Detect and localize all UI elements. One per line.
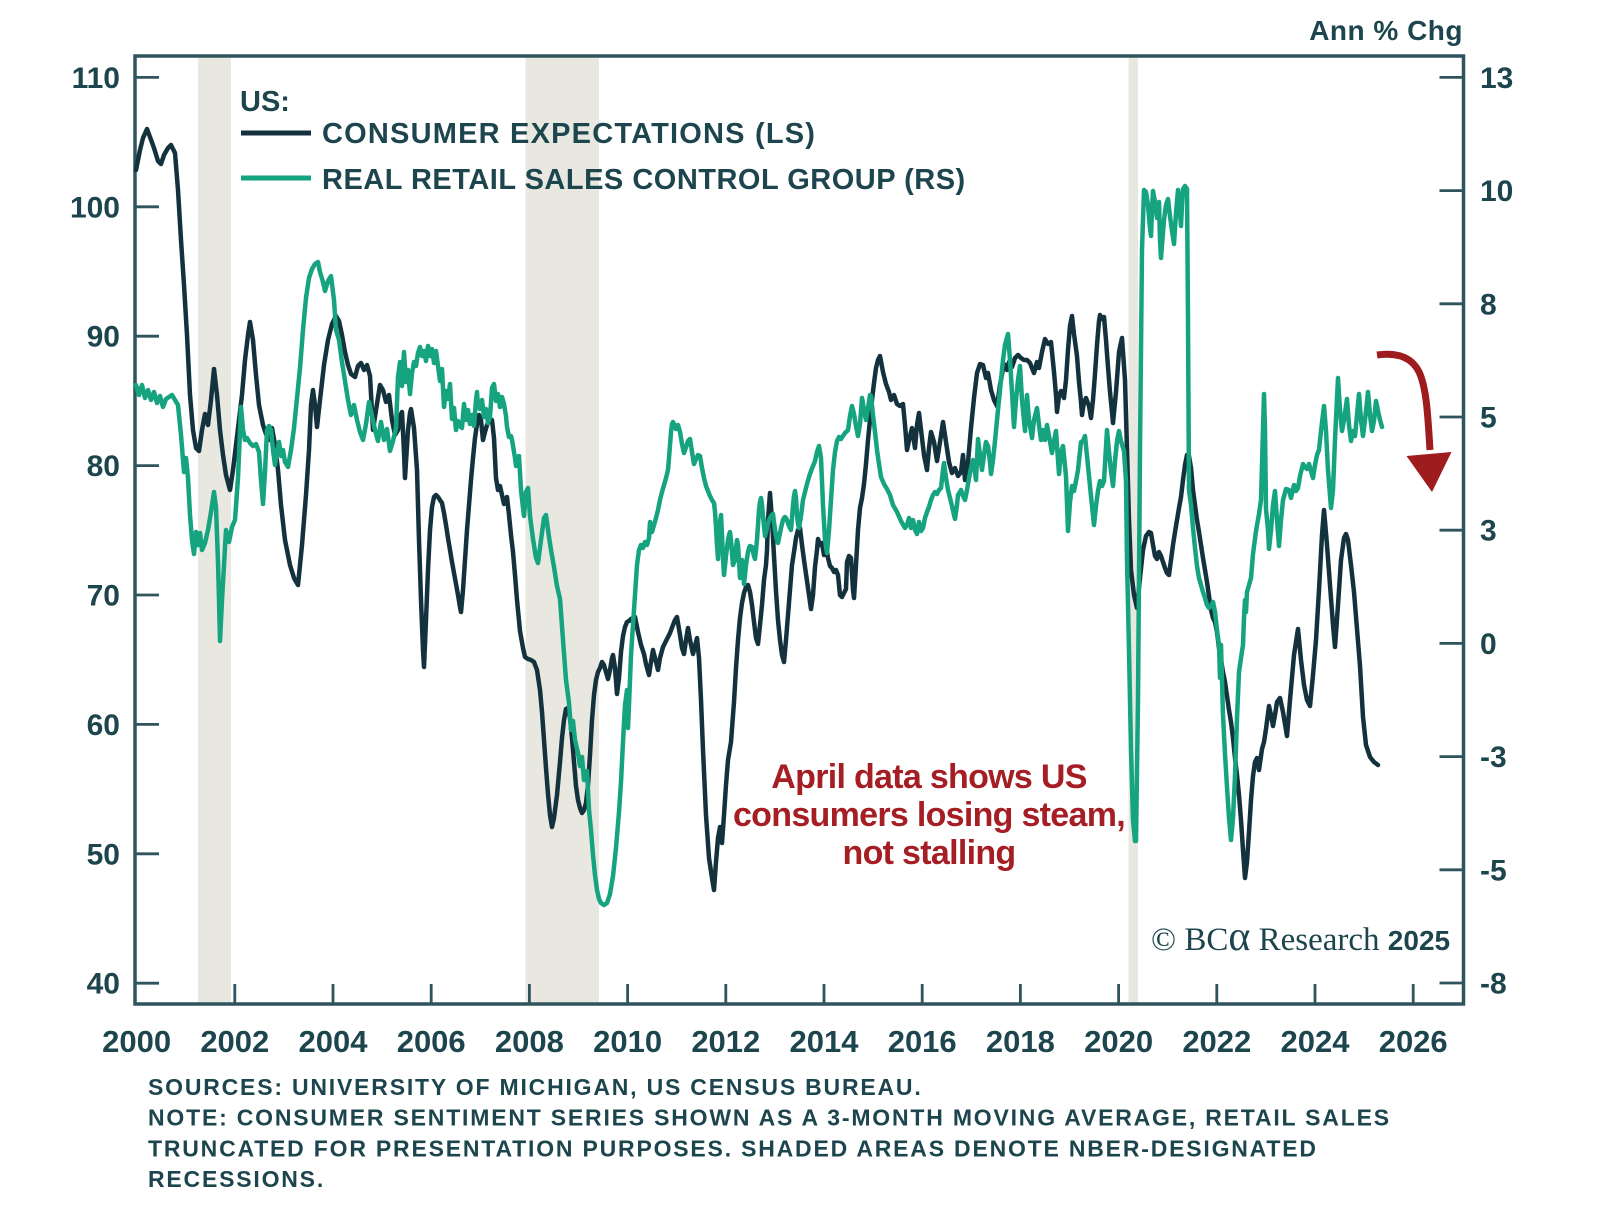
svg-text:13: 13 (1480, 62, 1513, 95)
svg-text:2006: 2006 (397, 1024, 466, 1059)
svg-text:8: 8 (1480, 288, 1497, 321)
svg-text:2016: 2016 (888, 1024, 957, 1059)
svg-text:April data shows US: April data shows US (771, 758, 1086, 796)
svg-text:2002: 2002 (200, 1024, 269, 1059)
svg-text:REAL RETAIL SALES CONTROL GROU: REAL RETAIL SALES CONTROL GROUP (RS) (322, 164, 966, 196)
svg-text:80: 80 (87, 450, 120, 483)
svg-text:2026: 2026 (1379, 1024, 1448, 1059)
svg-text:not stalling: not stalling (843, 834, 1016, 872)
svg-text:2000: 2000 (102, 1024, 171, 1059)
svg-text:US:: US: (240, 86, 290, 118)
svg-text:2024: 2024 (1281, 1024, 1351, 1059)
svg-text:-3: -3 (1480, 741, 1507, 774)
svg-text:2020: 2020 (1084, 1024, 1153, 1059)
svg-text:10: 10 (1480, 175, 1513, 208)
svg-text:Ann % Chg: Ann % Chg (1309, 15, 1463, 46)
svg-text:SOURCES: UNIVERSITY OF MICHIGA: SOURCES: UNIVERSITY OF MICHIGAN, US CENS… (148, 1074, 923, 1100)
svg-text:CONSUMER EXPECTATIONS (LS): CONSUMER EXPECTATIONS (LS) (322, 118, 816, 150)
svg-text:5: 5 (1480, 402, 1497, 435)
svg-text:70: 70 (87, 580, 120, 613)
svg-text:60: 60 (87, 709, 120, 742)
svg-text:3: 3 (1480, 515, 1497, 548)
svg-text:110: 110 (72, 62, 120, 95)
svg-text:consumers losing steam,: consumers losing steam, (733, 796, 1125, 834)
svg-text:40: 40 (87, 968, 120, 1001)
svg-text:2004: 2004 (299, 1024, 369, 1059)
svg-text:2014: 2014 (790, 1024, 860, 1059)
svg-text:50: 50 (87, 838, 120, 871)
svg-text:2012: 2012 (691, 1024, 760, 1059)
svg-text:RECESSIONS.: RECESSIONS. (148, 1166, 325, 1192)
svg-text:2018: 2018 (986, 1024, 1055, 1059)
svg-text:2008: 2008 (495, 1024, 564, 1059)
svg-text:90: 90 (87, 321, 120, 354)
svg-text:-5: -5 (1480, 854, 1507, 887)
svg-text:2010: 2010 (593, 1024, 662, 1059)
svg-text:0: 0 (1480, 628, 1497, 661)
svg-text:2022: 2022 (1182, 1024, 1251, 1059)
svg-text:-8: -8 (1480, 968, 1507, 1001)
svg-text:100: 100 (70, 191, 120, 224)
svg-text:NOTE: CONSUMER SENTIMENT SERIE: NOTE: CONSUMER SENTIMENT SERIES SHOWN AS… (148, 1105, 1391, 1131)
svg-text:TRUNCATED FOR PRESENTATION PUR: TRUNCATED FOR PRESENTATION PURPOSES. SHA… (148, 1135, 1318, 1161)
